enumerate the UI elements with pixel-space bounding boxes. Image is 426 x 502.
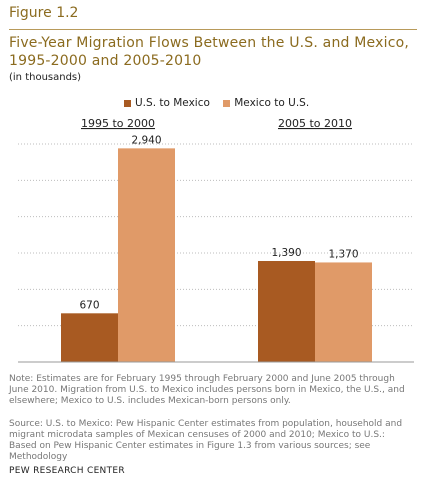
legend-item-mexico-to-us: Mexico to U.S. <box>223 97 309 109</box>
title-rule <box>9 29 417 30</box>
bar <box>258 260 315 362</box>
bar <box>118 148 175 362</box>
chart-title: Five-Year Migration Flows Between the U.… <box>9 35 410 69</box>
chart-note: Note: Estimates are for February 1995 th… <box>9 374 405 406</box>
data-label: 2,940 <box>131 134 161 146</box>
category-label: 2005 to 2010 <box>278 117 352 130</box>
bar <box>61 313 118 362</box>
bar-chart: 1995 to 2000 670 2,940 2005 to 2010 1,390 1,3… <box>18 117 414 363</box>
legend-label-us-to-mexico: U.S. to Mexico <box>135 97 210 109</box>
data-label: 670 <box>79 299 99 311</box>
legend-swatch-us-to-mexico <box>124 99 131 107</box>
data-label: 1,370 <box>328 248 358 260</box>
figure-label: Figure 1.2 <box>9 5 79 21</box>
legend-swatch-mexico-to-us <box>223 99 231 107</box>
category-label: 1995 to 2000 <box>81 117 155 130</box>
organization-name: PEW RESEARCH CENTER <box>9 466 125 476</box>
legend-label-mexico-to-us: Mexico to U.S. <box>234 97 310 109</box>
legend: U.S. to Mexico Mexico to U.S. <box>124 97 319 110</box>
chart-source: Source: U.S. to Mexico: Pew Hispanic Cen… <box>9 419 403 462</box>
chart-subtitle: (in thousands) <box>9 72 82 83</box>
data-label: 1,390 <box>271 247 301 259</box>
bar <box>315 262 372 362</box>
legend-item-us-to-mexico: U.S. to Mexico <box>124 97 210 109</box>
